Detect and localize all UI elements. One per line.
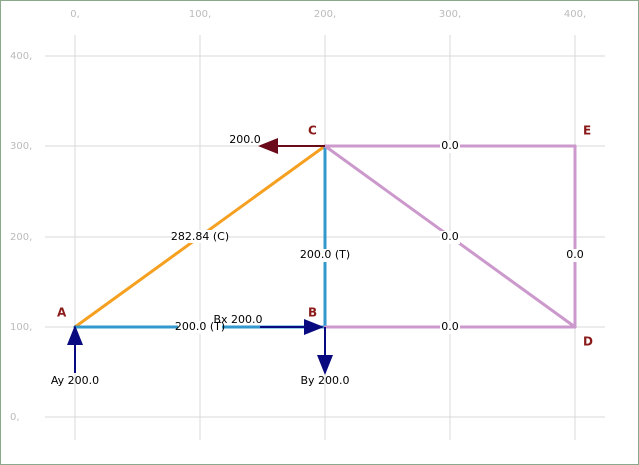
y-tick-label: 300, [10,141,32,152]
y-tick-label: 400, [10,51,32,62]
x-tick-label: 200, [314,9,336,20]
member-label: 0.0 [566,248,584,261]
member-label: 0.0 [441,139,459,152]
y-ticks: 400, 300, 200, 100, 0, [10,51,32,423]
label-bg [178,321,222,334]
member-labels: 282.84 (C) 200.0 (T) 200.0 (T) 0.0 0.0 0… [171,139,585,334]
label-bg [565,249,585,262]
node-label: D [583,335,593,349]
label-bg [440,321,460,334]
member-label: 0.0 [441,320,459,333]
y-tick-label: 200, [10,232,32,243]
x-tick-label: 0, [70,9,80,20]
label-bg [440,231,460,244]
label-bg [440,140,460,153]
x-tick-label: 400, [564,9,586,20]
force-labels: 200.0 Bx 200.0 By 200.0 Ay 200.0 [51,133,350,387]
member-label: 282.84 (C) [171,230,229,243]
node-label: B [308,306,317,320]
x-tick-label: 100, [189,9,211,20]
nodes: A B C D E [57,124,593,349]
x-ticks: 0, 100, 200, 300, 400, [70,9,586,20]
node-label: E [583,124,591,138]
label-bg [173,230,229,243]
force-label: Bx 200.0 [213,313,262,326]
y-tick-label: 0, [10,412,20,423]
forces [67,138,333,375]
x-tick-label: 300, [439,9,461,20]
force-label: Ay 200.0 [51,374,99,387]
y-tick-label: 100, [10,322,32,333]
member-label: 200.0 (T) [175,320,225,333]
node-label: A [57,306,67,320]
label-bg [302,249,348,262]
force-label: 200.0 [229,133,261,146]
node-label: C [308,124,317,138]
force-label: By 200.0 [300,374,349,387]
member-label: 200.0 (T) [300,248,350,261]
member-label: 0.0 [441,230,459,243]
